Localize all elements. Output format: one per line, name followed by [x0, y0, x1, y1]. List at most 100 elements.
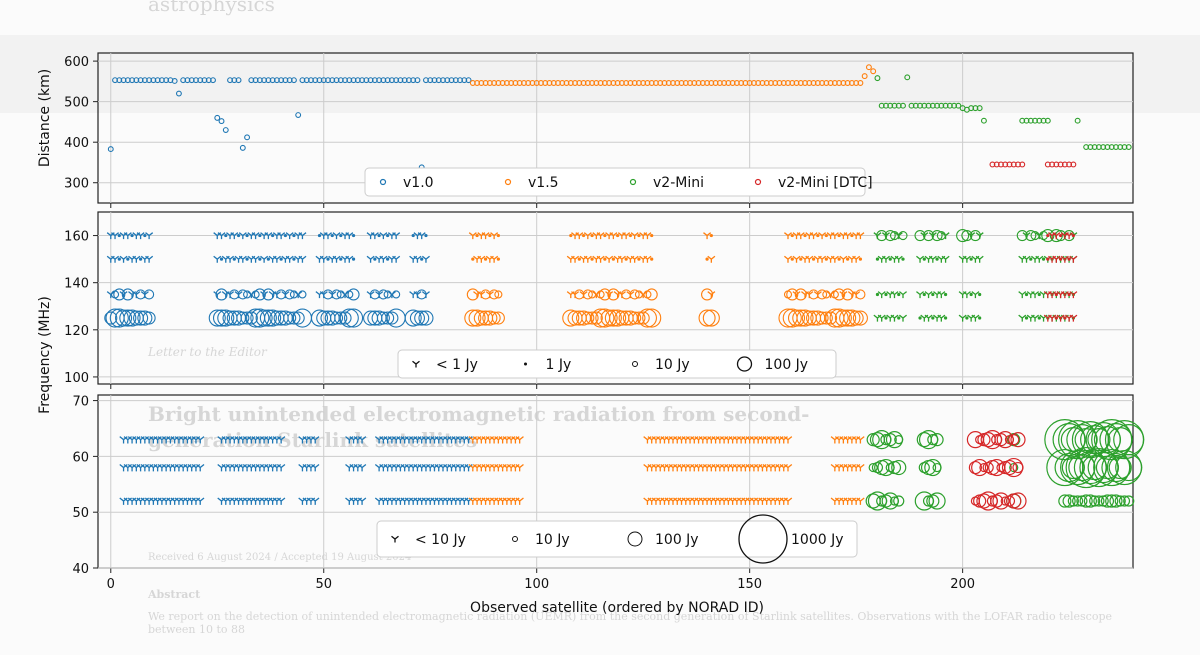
mark-v1-5 [805, 255, 814, 263]
mark-v2-mini-dtc- [1069, 291, 1078, 299]
mark-v2-mini [884, 316, 888, 320]
mark-v1-5 [796, 232, 805, 240]
mark-v1-0 [250, 308, 270, 328]
mark-v1-5 [848, 310, 864, 326]
mark-v2-mini [1089, 495, 1101, 507]
mark-v2-mini-dtc- [1060, 255, 1069, 263]
mark-v2-mini [978, 292, 982, 297]
mark-v1-0 [357, 464, 367, 472]
mark-v2-mini [937, 314, 946, 322]
mark-v1-5 [839, 255, 848, 263]
mark-v1-5 [830, 255, 839, 263]
mark-v1-0 [196, 436, 205, 444]
mark-v1-5 [794, 288, 807, 301]
mark-v2-mini [883, 433, 897, 447]
mark-v1-5 [609, 232, 618, 240]
mark-v1-5 [629, 289, 640, 300]
mark-v2-mini [877, 291, 886, 299]
mark-v2-mini [1058, 494, 1072, 508]
mark-v1-5 [596, 232, 605, 240]
mark-v1-5 [783, 255, 793, 263]
mark-v1-0 [311, 497, 320, 505]
mark-v1-0 [117, 233, 121, 238]
mark-v1-5 [792, 255, 801, 263]
panel-frame [97, 211, 1134, 385]
mark-v1-0 [298, 232, 307, 240]
mark-v1-5 [571, 255, 580, 263]
mark-v1-0 [111, 232, 120, 240]
mark-v2-mini-dtc- [968, 460, 983, 475]
y-tick-label: 140 [64, 277, 89, 292]
mark-v2-mini [1087, 428, 1111, 452]
mark-v2-mini-dtc- [994, 433, 1008, 447]
point-v1-0 [239, 144, 246, 151]
mark-v1-0 [424, 233, 428, 238]
mark-v1-5 [598, 288, 611, 301]
mark-v2-mini [941, 232, 950, 240]
mark-v2-mini-dtc- [1012, 461, 1024, 474]
mark-v2-mini [1108, 455, 1132, 480]
mark-v1-5 [824, 311, 838, 325]
mark-v2-mini [965, 316, 969, 320]
mark-v1-5 [818, 232, 827, 240]
mark-v1-5 [783, 497, 793, 505]
mark-v1-0 [331, 289, 342, 300]
mark-v1-5 [515, 464, 524, 472]
mark-v1-0 [323, 232, 333, 240]
mark-v2-mini [1114, 495, 1126, 507]
legend-marker [736, 356, 753, 372]
mark-v2-mini [956, 229, 970, 243]
mark-v1-0 [113, 288, 126, 301]
mark-v1-0 [317, 233, 322, 238]
legend-frequency-high: < 1 Jy 1 Jy 10 Jy 100 Jy [397, 349, 837, 379]
mark-v2-mini [890, 314, 899, 322]
mark-v1-0 [416, 289, 427, 300]
mark-v1-5 [628, 233, 633, 238]
mark-v1-5 [600, 309, 618, 327]
mark-v2-mini [898, 291, 908, 299]
mark-v1-0 [292, 257, 296, 261]
mark-v1-5 [819, 311, 833, 325]
mark-v1-5 [482, 310, 498, 326]
legend-label: 100 Jy [655, 532, 699, 548]
mark-v2-mini [885, 462, 895, 473]
y-tick-label: 400 [64, 136, 89, 151]
mark-v2-mini [971, 314, 980, 322]
legend-marker [379, 178, 387, 186]
mark-v1-5 [494, 290, 503, 299]
mark-v2-mini-dtc- [1001, 459, 1018, 476]
mark-v2-mini [1105, 494, 1119, 508]
mark-v1-5 [489, 289, 500, 300]
mark-v1-0 [215, 288, 228, 301]
mark-v2-mini [894, 435, 904, 445]
legend-marker [754, 178, 762, 186]
mark-v1-5 [850, 233, 854, 238]
mark-v1-5 [790, 233, 794, 238]
mark-v1-5 [839, 309, 857, 327]
mark-v1-5 [466, 288, 479, 301]
mark-v2-mini [1041, 229, 1055, 243]
mark-v2-mini [1113, 424, 1145, 456]
mark-v1-0 [338, 311, 352, 325]
mark-v1-0 [258, 233, 262, 238]
point-v2-mini [1125, 144, 1132, 151]
mark-v1-0 [271, 233, 275, 238]
mark-v2-mini [881, 255, 890, 263]
mark-v2-mini [1072, 495, 1084, 507]
mark-v1-5 [632, 311, 646, 325]
mark-v1-0 [229, 289, 240, 300]
mark-v1-5 [837, 233, 841, 238]
mark-v1-0 [217, 309, 235, 327]
mark-v2-mini [1037, 292, 1041, 297]
mark-v2-mini [962, 291, 971, 299]
mark-v2-mini [975, 255, 984, 263]
mark-v2-mini [975, 232, 984, 240]
mark-v1-5 [630, 232, 639, 240]
point-v1-0 [210, 77, 216, 84]
mark-v2-mini [1029, 257, 1033, 261]
mark-v1-5 [858, 257, 863, 261]
mark-v1-5 [637, 257, 641, 261]
mark-v1-5 [603, 233, 607, 238]
mark-v1-0 [119, 255, 128, 263]
